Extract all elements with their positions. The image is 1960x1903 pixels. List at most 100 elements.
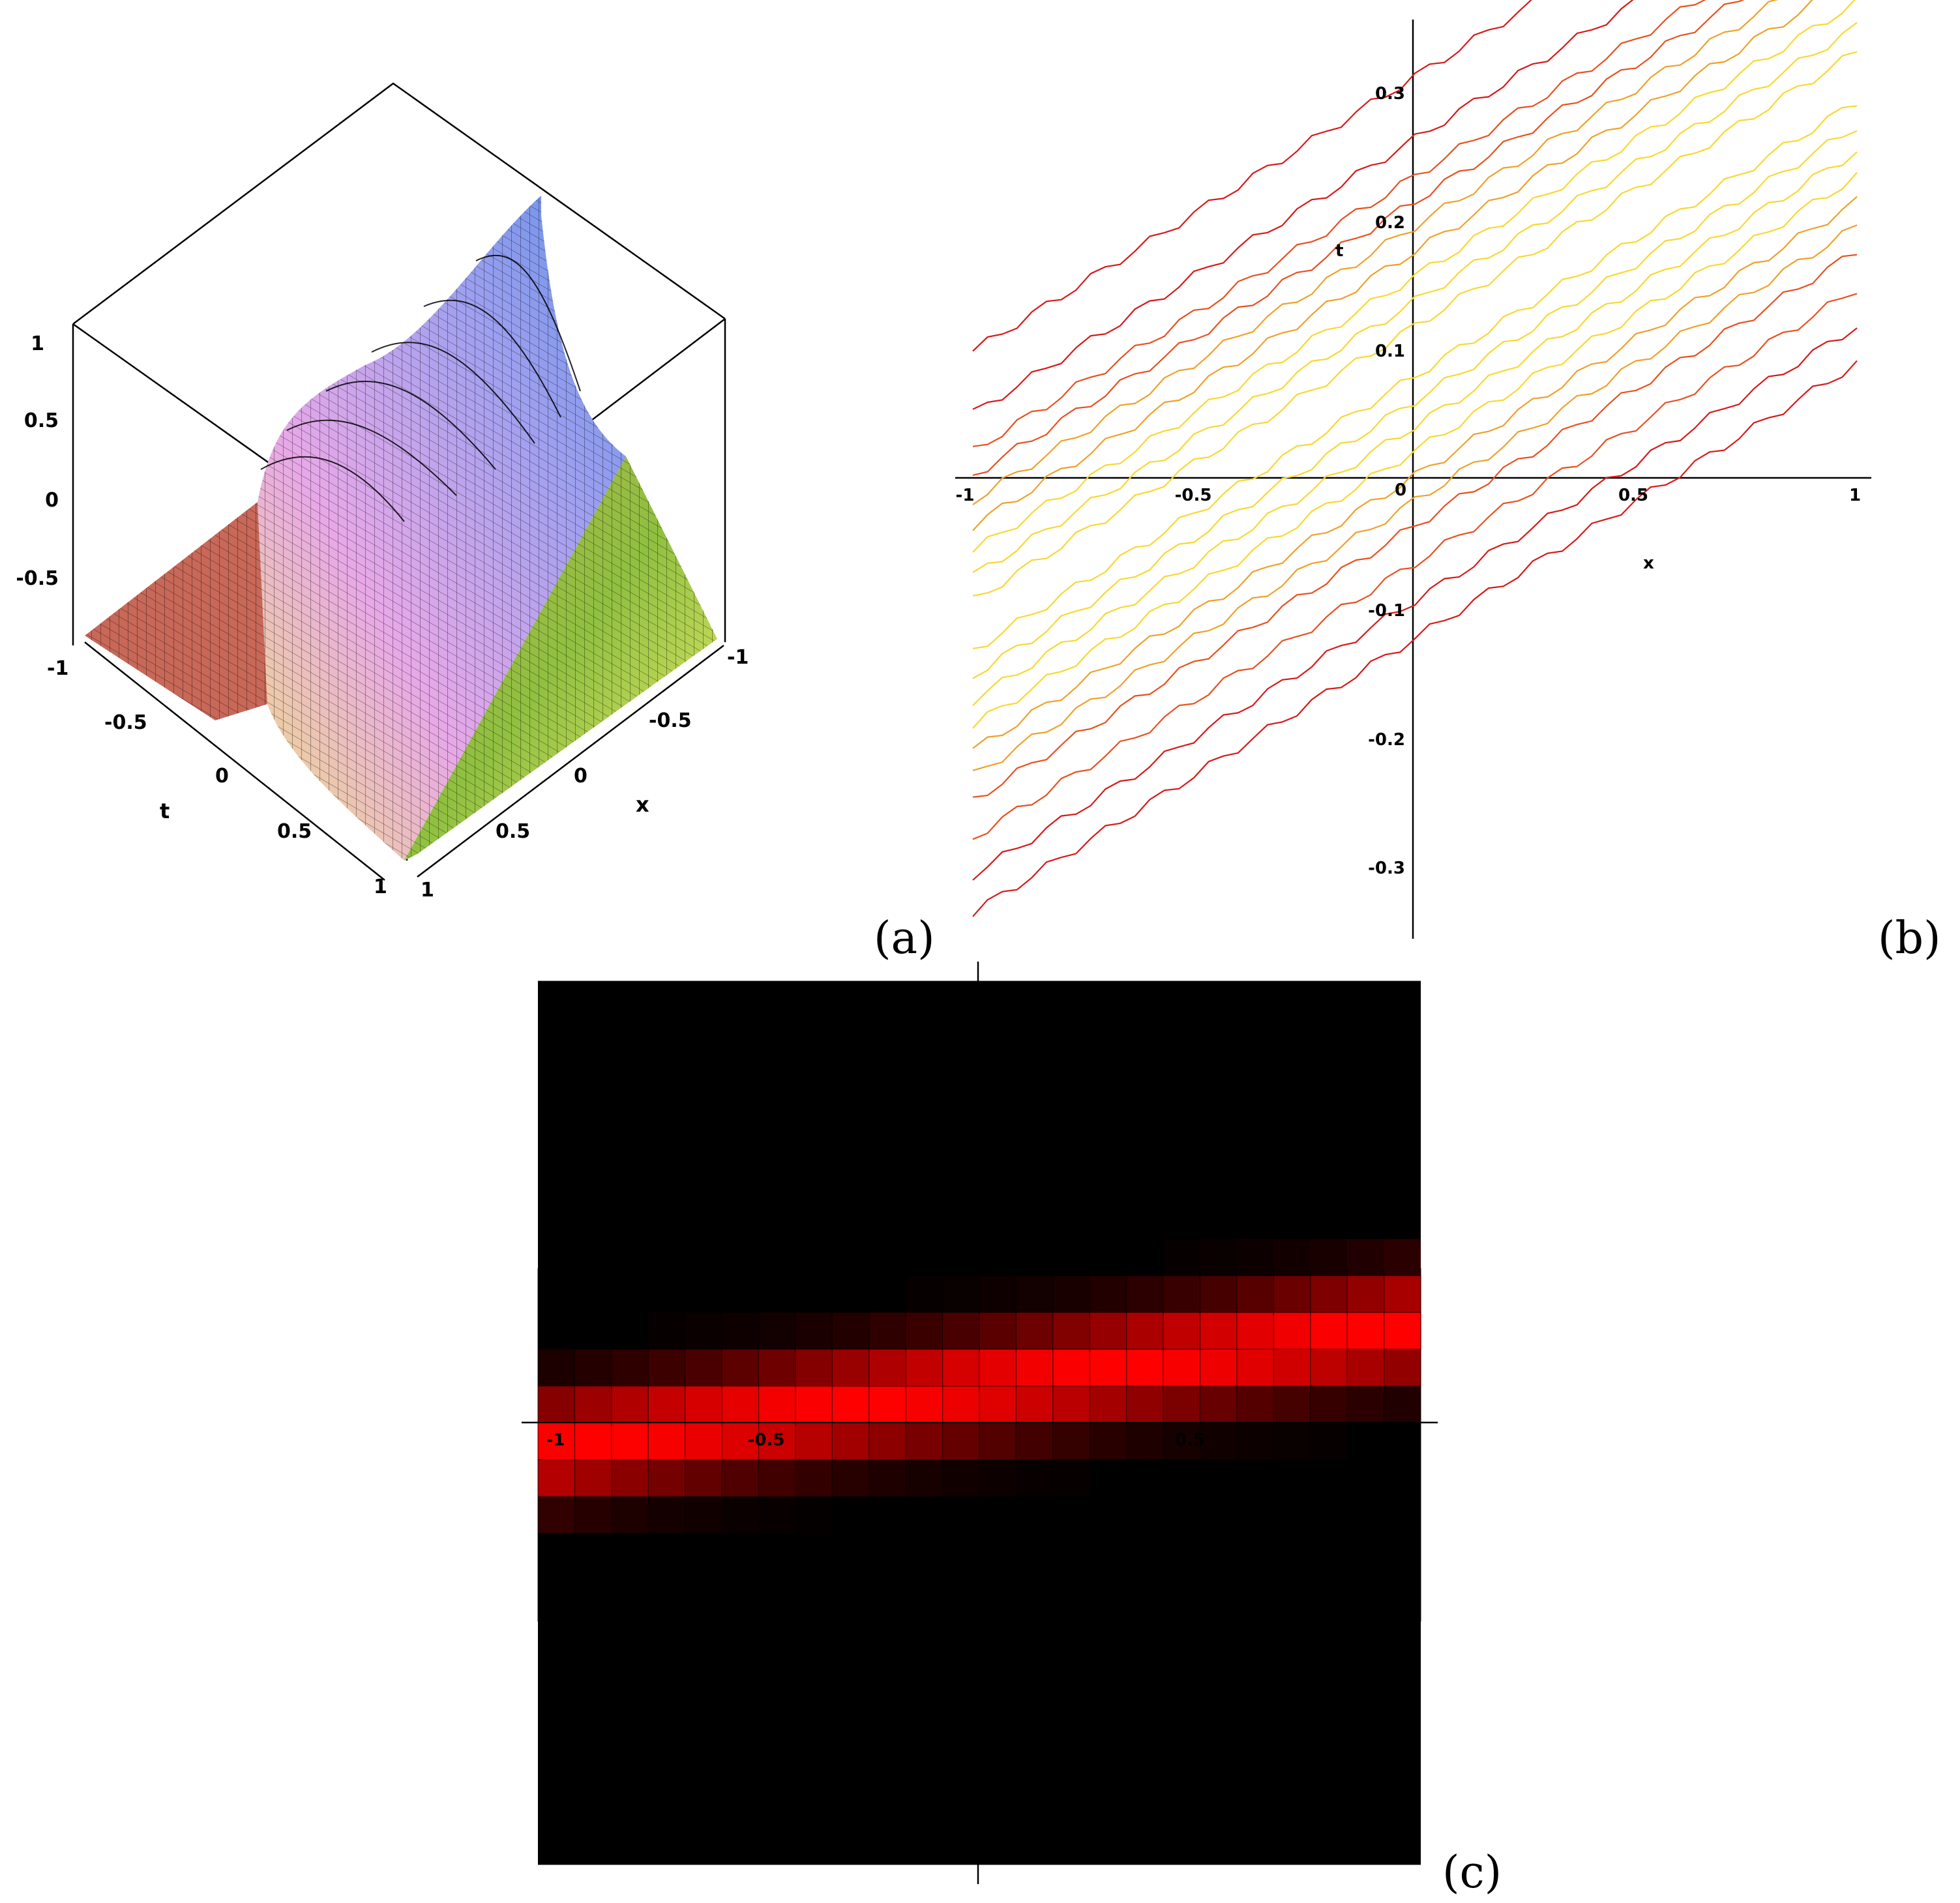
density-cell xyxy=(758,1312,796,1350)
density-cell xyxy=(795,1386,833,1424)
density-cell xyxy=(1236,1423,1274,1460)
a-t-axis-label: t xyxy=(160,799,170,823)
contour-line xyxy=(972,51,1858,597)
density-cell xyxy=(1347,1275,1385,1313)
density-cell xyxy=(942,1349,980,1387)
density-cell xyxy=(1273,1312,1311,1350)
panel-a-label: (a) xyxy=(874,913,935,964)
panel-b-label: (b) xyxy=(1878,913,1941,964)
density-cell xyxy=(832,1386,870,1424)
density-cell xyxy=(1347,1349,1385,1387)
density-cell xyxy=(574,1460,612,1497)
density-cell xyxy=(1053,1460,1090,1497)
density-cell xyxy=(685,1496,722,1534)
density-cell xyxy=(1200,1423,1238,1460)
contour-line xyxy=(972,254,1858,798)
density-cell xyxy=(869,1349,906,1387)
density-cell xyxy=(795,1496,833,1533)
density-cell xyxy=(1384,1386,1421,1424)
density-cell xyxy=(1384,1312,1421,1350)
a-z-tick-0: 0 xyxy=(45,489,59,512)
contour-line xyxy=(972,0,1532,352)
density-cell xyxy=(1310,1239,1348,1276)
a-z-tick-1: 1 xyxy=(31,332,44,355)
density-cell xyxy=(942,1312,980,1350)
density-cell xyxy=(538,1423,575,1460)
density-cell xyxy=(758,1386,796,1424)
density-cell xyxy=(611,1349,649,1387)
density-cell xyxy=(795,1349,833,1387)
a-z-tick-0.5: 0.5 xyxy=(24,409,59,432)
density-cell xyxy=(758,1460,796,1497)
c-x-tick-minus1: -1 xyxy=(546,1430,565,1450)
panel-c: -1 -0.5 0.5 1 (c) xyxy=(522,962,1502,1898)
density-cell xyxy=(942,1423,980,1460)
a-t-tick-minus0.5: -0.5 xyxy=(104,711,147,734)
c-x-tick-0.5: 0.5 xyxy=(1175,1430,1205,1450)
density-cell xyxy=(1200,1239,1238,1276)
density-cell xyxy=(1163,1312,1201,1350)
density-cell xyxy=(979,1349,1017,1387)
panel-a-t-ticks: -1 -0.5 0 0.5 1 t xyxy=(47,657,387,898)
contour-line xyxy=(972,224,1858,771)
b-t-tick-0.2: 0.2 xyxy=(1375,213,1405,233)
density-cell xyxy=(1016,1312,1054,1350)
contour-line xyxy=(972,0,1813,531)
density-cell xyxy=(1016,1386,1054,1424)
density-cell xyxy=(538,1460,575,1497)
contour-line xyxy=(972,130,1858,679)
density-cell xyxy=(758,1423,796,1460)
density-cell xyxy=(1236,1312,1274,1350)
density-cell xyxy=(685,1460,722,1497)
panel-c-label: (c) xyxy=(1442,1847,1502,1898)
contour-line xyxy=(972,105,1858,649)
density-cell xyxy=(611,1460,649,1497)
density-cell xyxy=(1273,1386,1311,1424)
density-cell xyxy=(1200,1349,1238,1387)
density-cell xyxy=(611,1496,649,1534)
surface-contour-lines xyxy=(260,254,581,522)
density-cell xyxy=(1163,1275,1201,1313)
density-cell xyxy=(795,1460,833,1497)
contour-line xyxy=(972,0,1706,447)
density-cell xyxy=(1273,1349,1311,1387)
density-cell xyxy=(538,1349,575,1387)
density-cell xyxy=(1163,1423,1201,1460)
density-cell xyxy=(906,1349,943,1387)
density-cell xyxy=(722,1312,760,1350)
a-t-tick-0.5: 0.5 xyxy=(277,820,312,843)
contour-line xyxy=(972,0,1856,553)
density-cell xyxy=(648,1496,686,1534)
density-cell xyxy=(1090,1423,1127,1460)
b-t-tick-minus0.2: -0.2 xyxy=(1368,730,1405,750)
density-cell xyxy=(942,1386,980,1424)
density-cell xyxy=(1200,1386,1238,1424)
density-cell xyxy=(648,1423,686,1460)
density-cell xyxy=(538,1496,575,1534)
a-x-tick-minus1: -1 xyxy=(727,646,749,669)
b-x-tick-0.5: 0.5 xyxy=(1618,486,1648,505)
density-cell xyxy=(722,1349,760,1387)
density-cell xyxy=(1347,1239,1385,1276)
density-cell xyxy=(648,1312,685,1350)
density-cell xyxy=(795,1312,833,1350)
b-t-axis-label: t xyxy=(1335,241,1343,261)
density-cell xyxy=(685,1312,722,1350)
contour-line xyxy=(972,360,1858,917)
density-cell xyxy=(1052,1312,1090,1350)
density-cell xyxy=(1090,1349,1127,1387)
b-t-tick-minus0.1: -0.1 xyxy=(1368,601,1405,621)
density-cell xyxy=(832,1312,870,1350)
density-cell xyxy=(1090,1386,1127,1424)
contour-line xyxy=(972,171,1858,729)
density-cell xyxy=(1016,1349,1054,1387)
panel-a-z-ticks: 1 0.5 0 -0.5 xyxy=(16,332,59,590)
density-cell xyxy=(979,1275,1017,1313)
density-cell xyxy=(538,1386,575,1424)
density-cell xyxy=(1384,1275,1421,1313)
contour-line xyxy=(972,293,1858,840)
density-cell xyxy=(1163,1239,1200,1276)
panel-b: -1 -0.5 0 0.5 1 x 0.3 0.2 0.1 -0.1 -0.2 … xyxy=(955,0,1941,964)
contour-line xyxy=(972,0,1745,476)
density-cell xyxy=(758,1349,796,1387)
